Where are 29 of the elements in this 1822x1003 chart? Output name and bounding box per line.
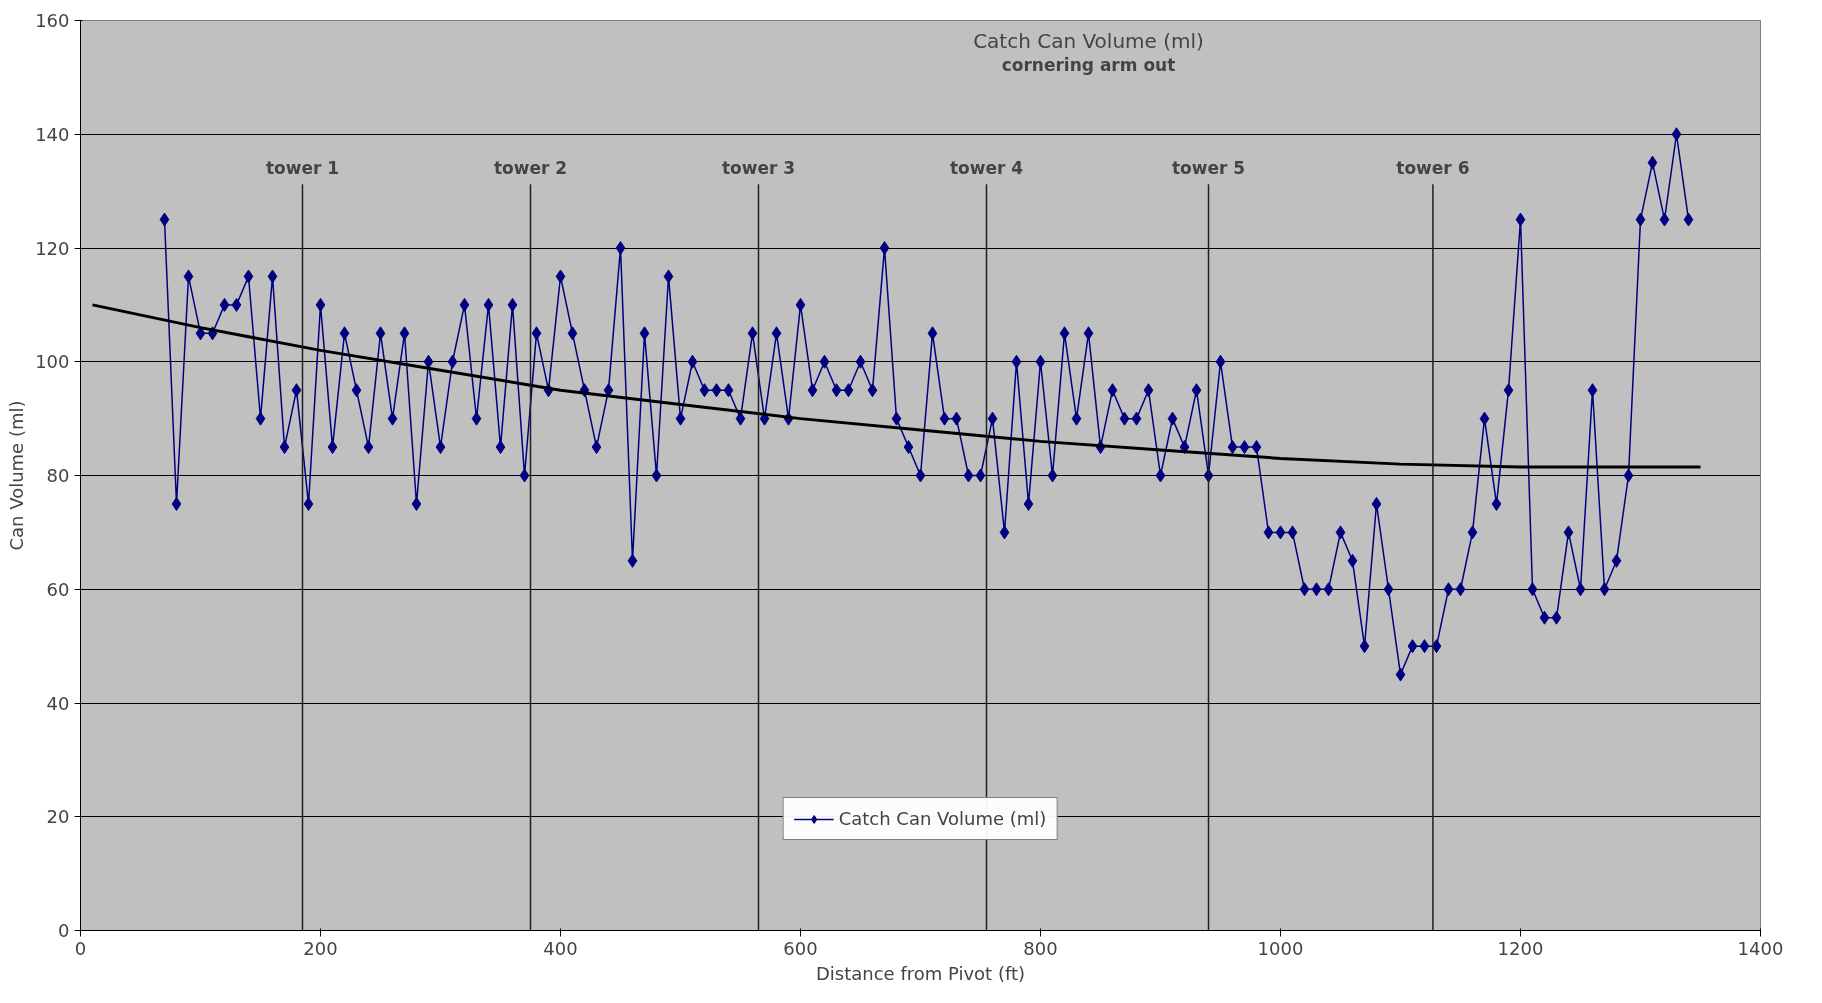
x-tick-label: 400 (543, 937, 578, 959)
chart-title: Catch Can Volume (ml) (973, 28, 1204, 53)
ref-line-label: tower 6 (1396, 158, 1470, 179)
y-tick-label: 60 (46, 578, 70, 600)
x-tick-label: 1400 (1737, 937, 1784, 959)
legend-label: Catch Can Volume (ml) (838, 808, 1047, 829)
y-tick-label: 0 (58, 920, 70, 941)
y-tick-label: 40 (46, 692, 70, 714)
x-tick-label: 1200 (1497, 937, 1544, 959)
line-series (91, 303, 1702, 469)
ref-line-label: tower 1 (265, 158, 340, 179)
ref-line-label: tower 5 (1171, 158, 1246, 179)
y-tick-label: 20 (46, 806, 70, 828)
x-tick-label: 0 (74, 937, 87, 959)
y-tick-label: 120 (35, 237, 70, 259)
ref-line-label: tower 4 (949, 158, 1024, 179)
y-tick-label: 160 (35, 10, 70, 31)
y-tick-label: 80 (46, 465, 70, 486)
y-tick-label: 140 (35, 123, 70, 145)
ref-line-label: tower 2 (493, 158, 568, 179)
x-axis-title: Distance from Pivot (ft) (815, 962, 1026, 984)
text: cornering arm out (1001, 54, 1176, 75)
x-tick-label: 1000 (1257, 937, 1304, 959)
x-tick-label: 600 (783, 937, 818, 959)
ref-line-label: tower 3 (721, 158, 796, 179)
x-tick-label: 800 (1023, 937, 1058, 959)
y-tick-label: 100 (35, 351, 70, 373)
y-axis-title: Can Volume (ml) (6, 400, 28, 551)
x-tick-label: 200 (303, 937, 338, 959)
